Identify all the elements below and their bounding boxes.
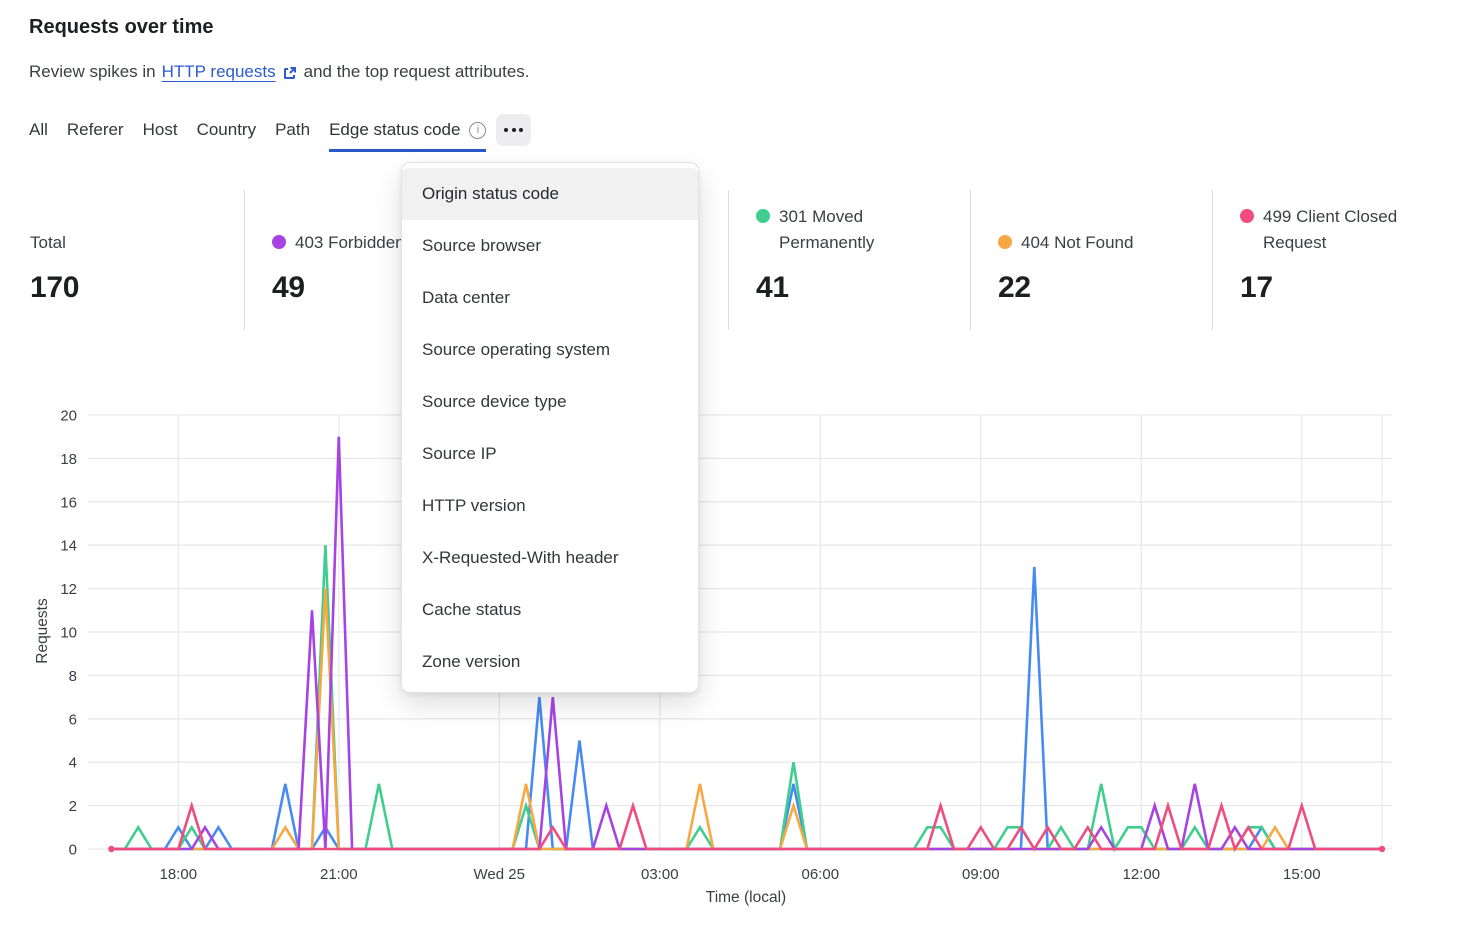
stat-value: 49 bbox=[272, 271, 305, 304]
divider bbox=[728, 190, 729, 330]
dimension-dropdown-menu: Origin status code Source browser Data c… bbox=[401, 162, 699, 693]
menu-item-x-requested-with-header[interactable]: X-Requested-With header bbox=[422, 548, 619, 567]
403-dot bbox=[272, 235, 286, 249]
stat-label: 403 Forbidden bbox=[295, 233, 405, 252]
stat-label: Total bbox=[30, 233, 66, 252]
x-tick-label: 21:00 bbox=[320, 866, 358, 883]
more-tabs-button[interactable] bbox=[496, 114, 532, 146]
series-403 bbox=[110, 436, 1384, 851]
stat-499-client-closed-request: 499 Client Closed Request 17 bbox=[1240, 192, 1455, 304]
y-tick-label: 14 bbox=[60, 538, 77, 555]
tab-host[interactable]: Host bbox=[142, 120, 178, 139]
stat-value: 17 bbox=[1240, 271, 1273, 304]
menu-item-cache-status[interactable]: Cache status bbox=[422, 600, 522, 619]
tab-country[interactable]: Country bbox=[196, 120, 257, 139]
divider bbox=[244, 190, 245, 330]
499-dot bbox=[1240, 209, 1254, 223]
x-tick-label: 09:00 bbox=[962, 866, 1000, 883]
tab-referer[interactable]: Referer bbox=[66, 120, 124, 139]
stat-label: 404 Not Found bbox=[1021, 233, 1134, 252]
x-axis-label: Time (local) bbox=[705, 889, 787, 906]
series-499 bbox=[108, 801, 1386, 853]
y-tick-label: 16 bbox=[60, 494, 77, 511]
subtitle-prefix: Review spikes in bbox=[29, 62, 156, 81]
info-icon[interactable]: i bbox=[469, 121, 487, 139]
ellipsis-icon bbox=[504, 128, 509, 132]
y-tick-label: 8 bbox=[69, 668, 77, 685]
stat-404-not-found: 404 Not Found 22 bbox=[998, 192, 1213, 304]
stat-403-forbidden: 403 Forbidden 49 bbox=[272, 192, 487, 304]
stat-301-moved-permanently: 301 Moved Permanently 41 bbox=[756, 192, 971, 304]
y-tick-label: 18 bbox=[60, 451, 77, 468]
y-grid-and-ticks: 0 2 4 6 8 10 12 14 16 18 20 bbox=[60, 408, 1392, 859]
series-start-dot bbox=[108, 845, 115, 853]
page-title: Requests over time bbox=[29, 16, 214, 38]
dimension-tabs: All Referer Host Country Path Edge statu… bbox=[29, 114, 532, 152]
menu-item-source-ip[interactable]: Source IP bbox=[422, 444, 497, 463]
y-tick-label: 20 bbox=[60, 408, 77, 425]
series-end-dot bbox=[1378, 845, 1386, 853]
x-grid-and-ticks: 18:00 21:00 Wed 25 03:00 06:00 09:00 12:00 15:0… bbox=[160, 415, 1321, 883]
y-tick-label: 0 bbox=[69, 842, 77, 859]
stat-value: 22 bbox=[998, 271, 1031, 304]
x-tick-label: 12:00 bbox=[1123, 866, 1161, 883]
y-tick-label: 2 bbox=[69, 798, 77, 815]
divider bbox=[1212, 190, 1213, 330]
stat-value: 170 bbox=[30, 271, 80, 304]
stat-label: 499 Client Closed Request bbox=[1263, 207, 1398, 252]
stat-value: 41 bbox=[756, 271, 789, 304]
y-tick-label: 12 bbox=[60, 581, 77, 598]
menu-item-source-browser[interactable]: Source browser bbox=[422, 236, 542, 255]
tab-edge-status-code-label: Edge status code bbox=[329, 120, 461, 139]
http-requests-link[interactable]: HTTP requests bbox=[161, 62, 276, 81]
tab-edge-status-code[interactable]: Edge status code i bbox=[329, 118, 487, 152]
404-dot bbox=[998, 235, 1012, 249]
external-link-icon bbox=[282, 65, 298, 81]
subtitle-suffix: and the top request attributes. bbox=[303, 62, 530, 81]
stat-total: Total 170 bbox=[30, 192, 245, 304]
menu-item-http-version[interactable]: HTTP version bbox=[422, 496, 526, 515]
stats-row: Total 170 403 Forbidden 49 301 Moved Per… bbox=[0, 0, 1458, 340]
y-tick-label: 10 bbox=[60, 625, 77, 642]
menu-item-source-device-type[interactable]: Source device type bbox=[422, 392, 567, 411]
divider bbox=[970, 190, 971, 330]
x-tick-label: 15:00 bbox=[1283, 866, 1321, 883]
tab-path[interactable]: Path bbox=[275, 120, 311, 139]
menu-item-source-operating-system[interactable]: Source operating system bbox=[422, 340, 611, 359]
menu-item-zone-version[interactable]: Zone version bbox=[422, 652, 521, 671]
x-tick-label: 18:00 bbox=[160, 866, 198, 883]
tab-all[interactable]: All bbox=[29, 120, 48, 139]
menu-item-data-center[interactable]: Data center bbox=[422, 288, 510, 307]
x-tick-label: Wed 25 bbox=[474, 866, 525, 883]
stat-label: 301 Moved Permanently bbox=[779, 207, 875, 252]
y-tick-label: 6 bbox=[69, 711, 77, 728]
y-tick-label: 4 bbox=[69, 755, 77, 772]
y-axis-label: Requests bbox=[34, 598, 51, 664]
x-tick-label: 06:00 bbox=[802, 866, 840, 883]
subtitle: Review spikes in HTTP requests and the t… bbox=[29, 62, 530, 82]
x-tick-label: 03:00 bbox=[641, 866, 679, 883]
menu-item-origin-status-code[interactable]: Origin status code bbox=[402, 168, 698, 220]
301-dot bbox=[756, 209, 770, 223]
